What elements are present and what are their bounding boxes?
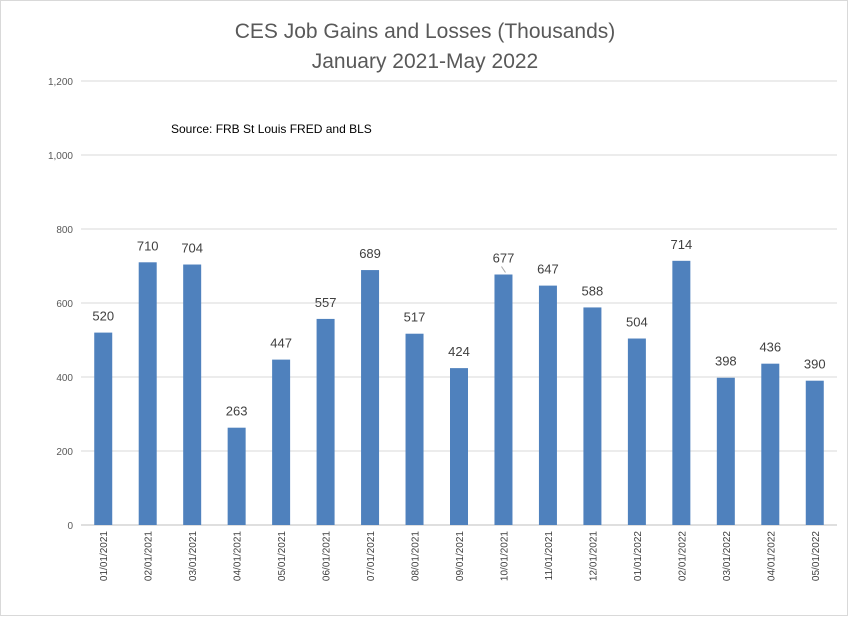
x-tick-label: 12/01/2021 xyxy=(588,531,599,581)
data-label: 647 xyxy=(537,262,559,277)
bar xyxy=(627,338,646,525)
x-tick-label: 06/01/2021 xyxy=(322,531,333,581)
x-tick-label: 05/01/2022 xyxy=(811,531,822,581)
bar xyxy=(94,332,113,525)
x-tick-label: 02/01/2021 xyxy=(144,531,155,581)
x-tick-label: 04/01/2022 xyxy=(766,531,777,581)
y-tick-label: 1,000 xyxy=(48,151,73,162)
bar xyxy=(538,285,557,525)
bar xyxy=(716,377,735,525)
x-tick-label: 03/01/2022 xyxy=(722,531,733,581)
bar xyxy=(183,264,202,525)
data-label: 557 xyxy=(315,295,337,310)
y-tick-label: 200 xyxy=(56,447,73,458)
bar xyxy=(494,274,513,525)
bar xyxy=(405,333,424,525)
data-label: 517 xyxy=(404,310,426,325)
data-label: 677 xyxy=(493,251,515,266)
x-tick-label: 03/01/2021 xyxy=(188,531,199,581)
bar xyxy=(450,368,468,525)
data-label: 704 xyxy=(181,241,203,256)
x-tick-label: 11/01/2021 xyxy=(544,531,555,581)
data-label: 447 xyxy=(270,336,292,351)
bar xyxy=(805,380,824,525)
source-note: Source: FRB St Louis FRED and BLS xyxy=(171,122,372,136)
y-axis: 0 200 400 600 800 1,000 1,200 xyxy=(48,77,73,532)
x-tick-label: 04/01/2021 xyxy=(233,531,244,581)
bar xyxy=(672,260,691,525)
data-label: 710 xyxy=(137,238,159,253)
x-tick-label: 09/01/2021 xyxy=(455,531,466,581)
bar xyxy=(138,262,157,525)
bar xyxy=(583,307,602,525)
bar xyxy=(272,359,291,525)
x-tick-label: 08/01/2021 xyxy=(411,531,422,581)
bar xyxy=(316,318,335,525)
data-label: 714 xyxy=(671,237,693,252)
data-label: 263 xyxy=(226,404,248,419)
x-tick-label: 10/01/2021 xyxy=(499,531,510,581)
data-labels: 520 710 704 263 447 557 689 517 424 677 647 588 504 7… xyxy=(92,237,825,419)
data-label: 520 xyxy=(92,309,114,324)
bars xyxy=(94,260,824,525)
x-axis: 01/01/2021 02/01/2021 03/01/2021 04/01/2021… xyxy=(99,531,822,581)
x-tick-label: 02/01/2022 xyxy=(677,531,688,581)
y-tick-label: 400 xyxy=(56,373,73,384)
y-tick-label: 600 xyxy=(56,299,73,310)
data-label: 588 xyxy=(582,283,604,298)
bar xyxy=(227,427,246,525)
chart-title: CES Job Gains and Losses (Thousands) xyxy=(235,20,616,43)
x-tick-label: 07/01/2021 xyxy=(366,531,377,581)
x-tick-label: 05/01/2021 xyxy=(277,531,288,581)
bar xyxy=(761,363,780,525)
x-tick-label: 01/01/2021 xyxy=(99,531,110,581)
y-tick-label: 1,200 xyxy=(48,77,73,88)
data-label: 398 xyxy=(715,354,737,369)
data-label: 436 xyxy=(759,340,781,355)
data-label: 689 xyxy=(359,246,381,261)
y-tick-label: 0 xyxy=(67,521,73,532)
y-tick-label: 800 xyxy=(56,225,73,236)
chart-subtitle: January 2021-May 2022 xyxy=(312,50,538,73)
label-leader-line xyxy=(501,266,506,273)
bar xyxy=(361,270,380,525)
x-tick-label: 01/01/2022 xyxy=(633,531,644,581)
data-label: 390 xyxy=(804,357,826,372)
data-label: 504 xyxy=(626,315,648,330)
data-label: 424 xyxy=(448,344,470,359)
